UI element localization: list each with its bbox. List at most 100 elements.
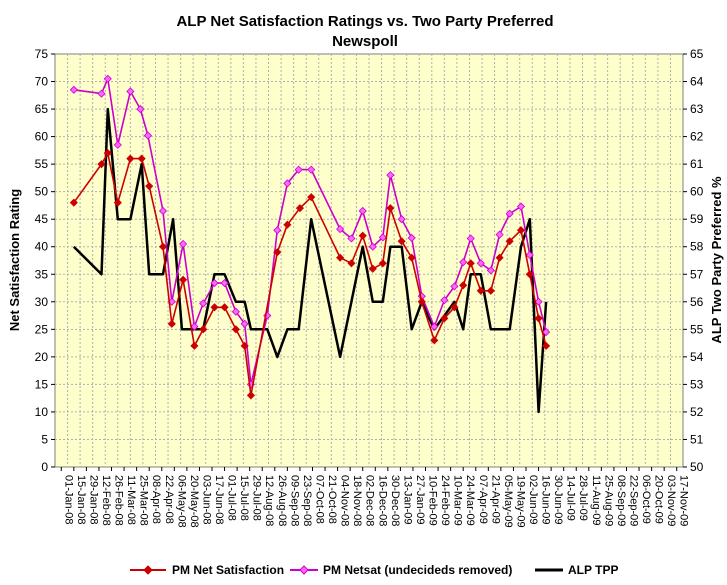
x-tick-label: 24-Mar-09: [464, 475, 476, 526]
data-point-pm-net-satisfaction: [240, 341, 249, 350]
data-point-pm-net-satisfaction: [336, 253, 345, 262]
y-axis-right: 50 51 52 53 54 55 56 57 58 59 60 61 62 63 64 65: [683, 47, 704, 474]
x-tick-label: 11-Mar-08: [125, 475, 137, 525]
x-tick-label: 20-May-08: [188, 475, 200, 528]
data-point-pm-netsat-undecideds-removed: [542, 328, 551, 337]
x-tick-label: 14-Jul-09: [565, 475, 577, 521]
x-tick-label: 10-Mar-09: [452, 475, 464, 526]
x-tick-label: 08-Sep-09: [615, 475, 627, 526]
data-point-pm-netsat-undecideds-removed: [126, 87, 135, 96]
data-point-pm-net-satisfaction: [430, 336, 439, 345]
y-tick-label: 35: [35, 267, 49, 281]
x-tick-label: 13-Jan-09: [401, 475, 413, 525]
data-point-pm-netsat-undecideds-removed: [179, 239, 188, 249]
x-tick-label: 29-Jul-08: [251, 475, 263, 521]
y2-tick-label: 52: [690, 405, 704, 419]
y-axis-right-title: ALP Two Party Preferred %: [709, 176, 724, 344]
data-point-pm-net-satisfaction: [126, 154, 135, 163]
y-axis-left-title: Net Satisfaction Rating: [7, 189, 22, 331]
data-point-pm-netsat-undecideds-removed: [368, 242, 377, 251]
data-point-pm-net-satisfaction: [231, 325, 240, 334]
data-point-pm-net-satisfaction: [158, 242, 168, 251]
x-tick-label: 02-Dec-08: [364, 475, 376, 526]
y-tick-label: 30: [35, 295, 49, 309]
data-point-pm-net-satisfaction: [273, 248, 282, 257]
series-pm-netsat-undecideds-removed: [69, 74, 551, 389]
legend: PM Net Satisfaction PM Netsat (undecided…: [130, 563, 618, 577]
x-tick-label: 16-Jun-09: [540, 475, 552, 525]
data-point-pm-net-satisfaction: [210, 303, 219, 312]
chart-subtitle: Newspoll: [332, 33, 398, 50]
legend-label-pm-netsat-undecideds: PM Netsat (undecideds removed): [323, 563, 512, 577]
data-point-pm-net-satisfaction: [199, 325, 208, 334]
data-point-pm-netsat-undecideds-removed: [199, 299, 208, 308]
x-tick-label: 17-Nov-09: [678, 475, 690, 526]
data-point-pm-netsat-undecideds-removed: [358, 206, 367, 216]
data-point-pm-netsat-undecideds-removed: [273, 226, 282, 235]
data-point-pm-netsat-undecideds-removed: [386, 171, 395, 180]
y2-tick-label: 65: [690, 47, 704, 61]
data-point-pm-netsat-undecideds-removed: [495, 230, 504, 239]
x-tick-label: 29-Jan-08: [87, 475, 99, 525]
data-point-pm-netsat-undecideds-removed: [190, 322, 199, 331]
x-tick-label: 06-May-08: [175, 475, 187, 528]
y-tick-label: 75: [35, 47, 49, 61]
data-point-pm-net-satisfaction: [417, 297, 426, 306]
x-tick-label: 22-Sep-09: [627, 475, 639, 526]
data-point-pm-net-satisfaction: [378, 259, 387, 268]
y-tick-label: 70: [35, 75, 49, 89]
y-tick-label: 5: [41, 432, 48, 446]
data-point-pm-net-satisfaction: [358, 231, 367, 240]
data-point-pm-netsat-undecideds-removed: [378, 233, 387, 242]
x-tick-label: 22-Apr-08: [163, 475, 175, 524]
x-tick-label: 11-Aug-09: [590, 475, 602, 526]
data-point-pm-netsat-undecideds-removed: [158, 206, 168, 216]
data-point-pm-netsat-undecideds-removed: [97, 89, 106, 98]
y-tick-label: 25: [35, 322, 49, 336]
series-line-pm-netsat-undecideds-removed: [73, 78, 547, 386]
x-tick-label: 09-Sep-08: [288, 475, 300, 526]
data-point-pm-netsat-undecideds-removed: [69, 85, 78, 94]
data-point-pm-net-satisfaction: [516, 226, 526, 235]
x-tick-label: 06-Oct-09: [640, 475, 652, 524]
x-tick-label: 25-Aug-09: [602, 475, 614, 526]
x-tick-label: 08-Apr-08: [150, 475, 162, 524]
data-point-pm-net-satisfaction: [397, 237, 406, 246]
data-point-pm-netsat-undecideds-removed: [307, 165, 316, 174]
y2-tick-label: 57: [690, 267, 704, 281]
x-tick-label: 25-Mar-08: [138, 475, 150, 526]
data-point-pm-net-satisfaction: [466, 259, 475, 268]
data-point-pm-netsat-undecideds-removed: [231, 307, 240, 316]
data-point-pm-netsat-undecideds-removed: [143, 131, 153, 140]
y-tick-label: 65: [35, 102, 49, 116]
y-axis-left: 0 5 10 15 20 25 30 35 40 45 50 55 60 65 70 75: [35, 47, 55, 474]
x-tick-label: 17-Jun-08: [213, 475, 225, 525]
data-point-pm-netsat-undecideds-removed: [430, 322, 439, 331]
x-tick-label: 30-Dec-08: [389, 475, 401, 526]
gridlines: [55, 54, 683, 467]
data-point-pm-netsat-undecideds-removed: [336, 225, 345, 234]
x-tick-label: 26-Aug-08: [276, 475, 288, 526]
data-point-pm-netsat-undecideds-removed: [407, 233, 416, 242]
data-point-pm-net-satisfaction: [179, 275, 188, 284]
y2-tick-label: 62: [690, 130, 704, 144]
data-point-pm-net-satisfaction: [307, 193, 316, 202]
x-tick-label: 07-Oct-08: [313, 475, 325, 524]
data-point-pm-net-satisfaction: [97, 160, 106, 169]
data-point-pm-netsat-undecideds-removed: [466, 234, 475, 243]
y2-tick-label: 63: [690, 102, 704, 116]
x-axis: 01-Jan-08 15-Jan-08 29-Jan-08 12-Feb-08 26-F…: [60, 467, 690, 528]
data-point-pm-net-satisfaction: [476, 286, 485, 295]
y2-tick-label: 50: [690, 460, 704, 474]
legend-marker-pm-netsat-undecideds: [299, 565, 309, 575]
legend-marker-pm-net-satisfaction: [143, 565, 153, 575]
data-point-pm-netsat-undecideds-removed: [516, 202, 526, 211]
x-tick-label: 28-Jul-09: [577, 475, 589, 521]
data-point-pm-netsat-undecideds-removed: [397, 215, 406, 224]
legend-label-pm-net-satisfaction: PM Net Satisfaction: [172, 563, 284, 577]
x-tick-label: 12-Aug-08: [263, 475, 275, 526]
data-point-pm-net-satisfaction: [495, 253, 504, 262]
data-point-pm-netsat-undecideds-removed: [534, 297, 543, 306]
y2-tick-label: 64: [690, 75, 704, 89]
data-point-pm-net-satisfaction: [347, 259, 356, 268]
